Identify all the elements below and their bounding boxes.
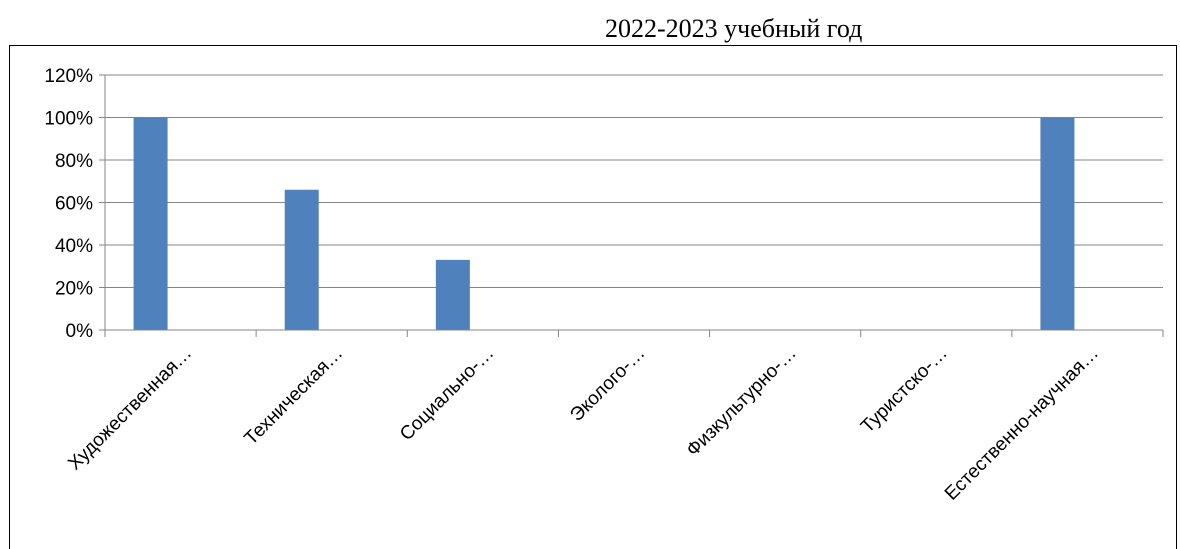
x-category-label: Туристско-… (857, 343, 952, 438)
y-tick-label: 100% (44, 109, 93, 130)
x-category-label: Социально-… (396, 343, 498, 445)
gridlines (99, 74, 1163, 331)
bar (284, 189, 319, 330)
y-tick-label: 60% (55, 194, 93, 215)
y-tick-label: 0% (66, 321, 94, 342)
x-category-label: Эколого-… (566, 343, 649, 426)
x-category-label: Естественно-научная… (941, 343, 1103, 505)
bar (1040, 117, 1075, 330)
bar (435, 259, 470, 330)
y-tick-label: 20% (55, 279, 93, 300)
chart-title: 2022-2023 учебный год (605, 14, 863, 43)
y-tick-label: 80% (55, 151, 93, 172)
y-tick-label: 40% (55, 236, 93, 257)
chart-frame (9, 45, 1177, 549)
y-tick-label: 120% (44, 66, 93, 87)
x-category-label: Техническая… (241, 343, 348, 450)
x-axis-category-labels: Художественная… Техническая… Социально-… Эк… (64, 343, 1103, 505)
x-category-label: Физкультурно-… (683, 343, 801, 461)
x-axis (104, 75, 1164, 337)
y-axis-tick-labels: 0% 20% 40% 60% 80% 100% 120% (44, 66, 93, 342)
bar (133, 117, 168, 330)
x-category-label: Художественная… (64, 343, 196, 475)
bars (133, 117, 1075, 330)
